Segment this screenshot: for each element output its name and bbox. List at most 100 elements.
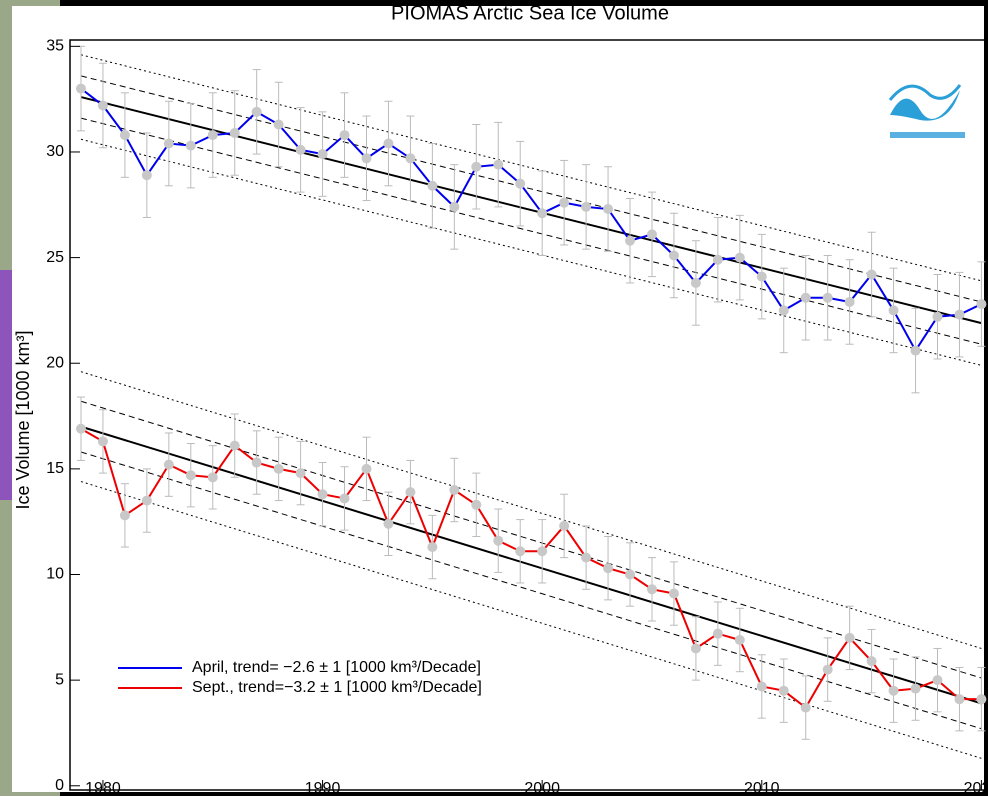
data-point bbox=[647, 584, 657, 594]
data-point bbox=[449, 202, 459, 212]
y-tick-label: 15 bbox=[46, 460, 64, 477]
data-point bbox=[537, 546, 547, 556]
data-point bbox=[383, 519, 393, 529]
logo-band bbox=[890, 132, 965, 138]
data-point bbox=[449, 485, 459, 495]
legend-label: Sept., trend=−3.2 ± 1 [1000 km³/Decade] bbox=[192, 679, 482, 696]
data-point bbox=[340, 130, 350, 140]
data-point bbox=[954, 694, 964, 704]
data-point bbox=[581, 202, 591, 212]
data-point bbox=[427, 181, 437, 191]
page: {"chart_data": {"type": "line", "title":… bbox=[0, 0, 988, 796]
data-point bbox=[779, 686, 789, 696]
x-tick-label: 1990 bbox=[305, 780, 341, 796]
y-tick-label: 30 bbox=[46, 143, 64, 160]
data-point bbox=[669, 589, 679, 599]
data-point bbox=[954, 310, 964, 320]
data-point bbox=[867, 656, 877, 666]
data-point bbox=[98, 436, 108, 446]
data-point bbox=[142, 496, 152, 506]
data-point bbox=[361, 153, 371, 163]
data-point bbox=[230, 128, 240, 138]
data-point bbox=[252, 458, 262, 468]
data-point bbox=[581, 553, 591, 563]
data-point bbox=[911, 346, 921, 356]
data-point bbox=[493, 160, 503, 170]
data-point bbox=[932, 675, 942, 685]
data-point bbox=[164, 139, 174, 149]
data-point bbox=[757, 681, 767, 691]
data-point bbox=[911, 684, 921, 694]
y-axis-label: Ice Volume [1000 km³] bbox=[13, 330, 33, 509]
data-point bbox=[691, 643, 701, 653]
y-tick-label: 35 bbox=[46, 38, 64, 55]
data-point bbox=[757, 272, 767, 282]
chart-title: PIOMAS Arctic Sea Ice Volume bbox=[391, 2, 669, 24]
data-point bbox=[845, 297, 855, 307]
data-point bbox=[976, 694, 986, 704]
data-point bbox=[252, 107, 262, 117]
data-point bbox=[801, 703, 811, 713]
data-point bbox=[559, 521, 569, 531]
data-point bbox=[976, 299, 986, 309]
y-tick-label: 0 bbox=[55, 777, 64, 794]
data-point bbox=[559, 198, 569, 208]
data-point bbox=[625, 570, 635, 580]
data-point bbox=[471, 500, 481, 510]
data-point bbox=[845, 633, 855, 643]
data-point bbox=[318, 149, 328, 159]
data-point bbox=[713, 255, 723, 265]
data-point bbox=[735, 635, 745, 645]
y-tick-label: 20 bbox=[46, 354, 64, 371]
data-point bbox=[691, 278, 701, 288]
data-point bbox=[471, 162, 481, 172]
data-point bbox=[274, 464, 284, 474]
data-point bbox=[889, 305, 899, 315]
data-point bbox=[164, 460, 174, 470]
y-tick-label: 25 bbox=[46, 249, 64, 266]
data-point bbox=[405, 153, 415, 163]
x-tick-label: 2010 bbox=[744, 780, 780, 796]
data-point bbox=[98, 100, 108, 110]
data-point bbox=[493, 536, 503, 546]
data-point bbox=[823, 665, 833, 675]
y-tick-label: 10 bbox=[46, 566, 64, 583]
data-point bbox=[383, 139, 393, 149]
x-tick-label: 1980 bbox=[85, 780, 121, 796]
data-point bbox=[801, 293, 811, 303]
y-tick-label: 5 bbox=[55, 671, 64, 688]
x-tick-label: 2000 bbox=[524, 780, 560, 796]
data-point bbox=[889, 686, 899, 696]
data-point bbox=[296, 145, 306, 155]
data-point bbox=[515, 179, 525, 189]
data-point bbox=[603, 204, 613, 214]
data-point bbox=[669, 250, 679, 260]
data-point bbox=[76, 424, 86, 434]
data-point bbox=[405, 487, 415, 497]
data-point bbox=[208, 472, 218, 482]
data-point bbox=[537, 208, 547, 218]
data-point bbox=[735, 253, 745, 263]
data-point bbox=[296, 468, 306, 478]
data-point bbox=[120, 510, 130, 520]
data-point bbox=[515, 546, 525, 556]
data-point bbox=[318, 489, 328, 499]
data-point bbox=[823, 293, 833, 303]
data-point bbox=[427, 542, 437, 552]
data-point bbox=[867, 270, 877, 280]
data-point bbox=[932, 312, 942, 322]
data-point bbox=[186, 470, 196, 480]
data-point bbox=[647, 229, 657, 239]
data-point bbox=[186, 141, 196, 151]
data-point bbox=[120, 130, 130, 140]
data-point bbox=[625, 236, 635, 246]
data-point bbox=[340, 493, 350, 503]
data-point bbox=[274, 120, 284, 130]
data-point bbox=[603, 563, 613, 573]
data-point bbox=[142, 170, 152, 180]
data-point bbox=[76, 84, 86, 94]
chart: PIOMAS Arctic Sea Ice Volume Ice Volume … bbox=[0, 0, 988, 796]
data-point bbox=[779, 305, 789, 315]
data-point bbox=[361, 464, 371, 474]
x-tick-label: 2020 bbox=[964, 780, 988, 796]
